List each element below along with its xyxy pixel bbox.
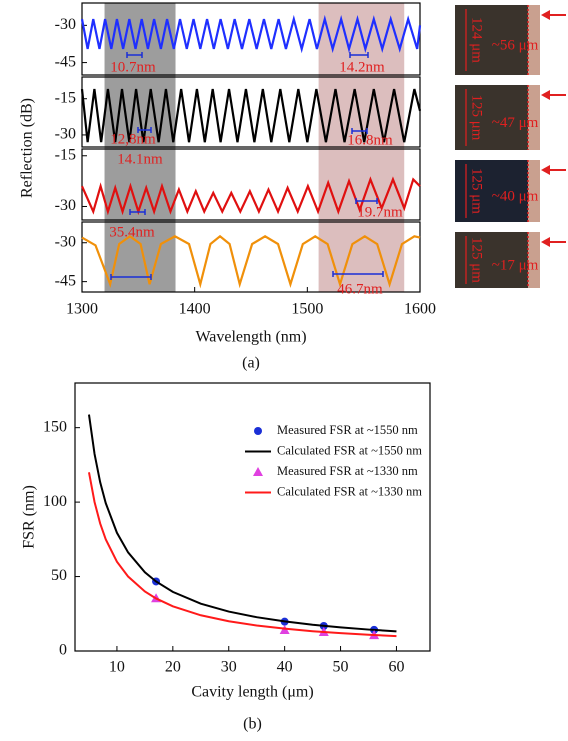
fsr-annotation: 14.2nm [339,59,385,75]
legend-label: Calculated FSR at ~1330 nm [277,484,422,498]
fiber-photo-tip [528,5,540,75]
legend-label: Measured FSR at ~1330 nm [277,464,418,478]
y-tick-label: -30 [55,197,76,214]
x-tick-label: 20 [165,659,181,676]
fiber-photo [455,85,540,150]
spectrum-line [80,14,422,54]
fiber-photo-tip [528,160,540,222]
spectrum-line [80,88,422,143]
x-tick-label: 1300 [66,301,98,318]
x-tick-label: 60 [388,659,404,676]
axes-frame [81,148,421,221]
legend-swatch [254,427,262,435]
y-tick-label: -30 [55,16,76,33]
axes-frame [81,2,421,76]
x-tick-label: 50 [333,659,349,676]
x-tick-label: 40 [277,659,293,676]
fsr-annotation: 10.7nm [110,59,156,75]
calculated-curve [87,472,397,638]
spectrum-line [80,176,421,216]
fsr-annotation: 12,8nm [110,131,156,147]
y-tick-label: -15 [55,89,76,106]
panel-caption: (b) [243,716,262,733]
axes-frame [81,221,421,293]
photo-length-label: ~56 μm [492,37,539,53]
fiber-photo-tip [528,85,540,150]
fsr-annotation: 35.4nm [109,224,155,240]
photo-length-label: ~40 μm [492,188,539,204]
fiber-photo [455,5,540,75]
photo-height-label: 125 μm [469,95,485,141]
y-tick-label: -30 [55,126,76,143]
y-axis-label: FSR (nm) [21,485,38,549]
y-tick-label: -45 [55,53,76,70]
spectrum-line [81,234,421,289]
axes-frame [81,76,421,148]
fsr-annotation: 46.7nm [337,281,383,297]
x-tick-label: 1600 [404,301,436,318]
photo-arrowhead [541,90,550,100]
x-tick-label: 10 [109,659,125,676]
photo-length-label: ~17 μm [492,257,539,273]
y-tick-label: 150 [43,418,67,435]
fiber-photo [455,232,540,288]
photo-arrowhead [541,165,550,175]
photo-height-label: 125 μm [469,237,485,283]
y-tick-label: -30 [55,233,76,250]
panel-caption: (a) [242,355,260,372]
y-axis-label: Reflection (dB) [19,98,36,198]
x-tick-label: 30 [221,659,237,676]
fiber-photo-tip [528,232,540,288]
photo-arrowhead [541,237,550,247]
fsr-annotation: 19.7nm [357,204,403,220]
photo-height-label: 125 μm [469,168,485,214]
photo-length-label: ~47 μm [492,115,539,131]
y-tick-label: 100 [43,493,67,510]
fsr-annotation: 14.1nm [117,151,163,167]
legend-swatch [253,467,263,476]
photo-height-label: 124 μm [469,17,485,63]
x-tick-label: 1400 [179,301,211,318]
y-tick-label: -45 [55,272,76,289]
fsr-annotation: 16.8nm [347,132,393,148]
y-tick-label: 0 [59,642,67,659]
x-axis-label: Wavelength (nm) [195,329,306,346]
photo-arrowhead [541,10,550,20]
x-axis-label: Cavity length (μm) [191,684,313,701]
axes-frame [74,382,431,652]
calculated-curve [87,414,397,633]
x-tick-label: 1500 [291,301,323,318]
y-tick-label: 50 [51,567,67,584]
legend-label: Calculated FSR at ~1550 nm [277,443,422,457]
fiber-photo [455,160,540,222]
y-tick-label: -15 [55,146,76,163]
legend-label: Measured FSR at ~1550 nm [277,423,418,437]
